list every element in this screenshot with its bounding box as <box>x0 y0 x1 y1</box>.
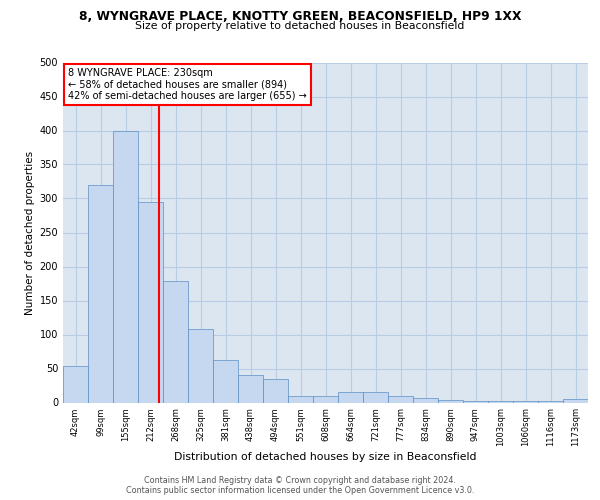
Bar <box>463 401 488 402</box>
Text: Size of property relative to detached houses in Beaconsfield: Size of property relative to detached ho… <box>136 21 464 31</box>
Bar <box>138 202 163 402</box>
Bar <box>338 392 363 402</box>
Bar <box>263 378 288 402</box>
Bar <box>163 282 188 403</box>
X-axis label: Distribution of detached houses by size in Beaconsfield: Distribution of detached houses by size … <box>174 452 477 462</box>
Bar <box>238 376 263 402</box>
Y-axis label: Number of detached properties: Number of detached properties <box>25 150 35 314</box>
Bar <box>388 396 413 402</box>
Bar <box>488 401 513 402</box>
Bar <box>288 396 313 402</box>
Bar <box>538 401 563 402</box>
Text: 8, WYNGRAVE PLACE, KNOTTY GREEN, BEACONSFIELD, HP9 1XX: 8, WYNGRAVE PLACE, KNOTTY GREEN, BEACONS… <box>79 10 521 23</box>
Bar <box>188 329 213 402</box>
Bar <box>88 185 113 402</box>
Bar <box>63 366 88 402</box>
Bar <box>363 392 388 402</box>
Text: Contains HM Land Registry data © Crown copyright and database right 2024.
Contai: Contains HM Land Registry data © Crown c… <box>126 476 474 495</box>
Bar <box>413 398 438 402</box>
Bar <box>113 130 138 402</box>
Bar <box>438 400 463 402</box>
Bar <box>563 399 588 402</box>
Bar <box>513 401 538 402</box>
Text: 8 WYNGRAVE PLACE: 230sqm
← 58% of detached houses are smaller (894)
42% of semi-: 8 WYNGRAVE PLACE: 230sqm ← 58% of detach… <box>68 68 307 101</box>
Bar <box>213 360 238 403</box>
Bar <box>313 396 338 402</box>
